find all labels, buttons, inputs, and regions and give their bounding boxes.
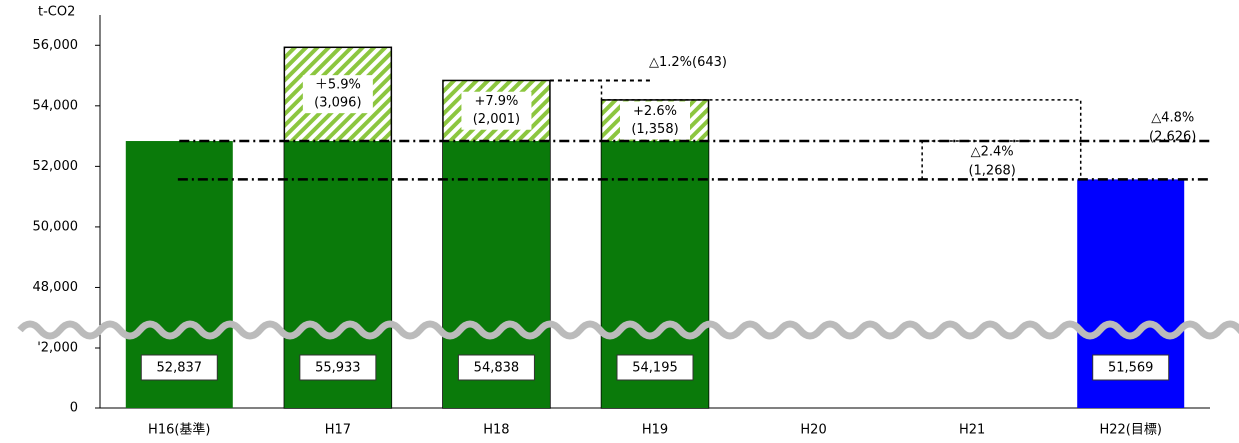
reduction-label: △2.4% (971, 145, 1014, 160)
value-label: 54,195 (632, 361, 678, 376)
x-tick-label: H21 (959, 423, 985, 438)
value-label: 55,933 (315, 361, 361, 376)
increase-label: +7.9% (474, 94, 518, 109)
y-tick-label: 52,000 (33, 159, 79, 174)
increase-box (461, 91, 532, 130)
x-tick-label: H17 (325, 423, 351, 438)
x-tick-label: H16(基準) (148, 422, 210, 438)
increase-label: (2,001) (473, 112, 520, 127)
reduction-label: (1,268) (968, 164, 1015, 179)
y-tick-label: 56,000 (33, 38, 79, 53)
axis-break (17, 320, 1239, 340)
y-tick-label: '2,000 (37, 341, 78, 356)
value-label-box (1092, 354, 1170, 381)
reduction-label: (2,626) (1149, 129, 1196, 144)
reduction-label: △4.8% (1151, 110, 1194, 125)
y-tick-label: 0 (70, 401, 78, 416)
x-tick-label: H18 (483, 423, 509, 438)
increase-label: +2.6% (633, 104, 677, 119)
y-axis-label: t-CO2 (38, 5, 75, 20)
reduction-box (921, 140, 1033, 180)
reduction-label: △1.2%(643) (649, 55, 727, 70)
y-tick-label: 50,000 (33, 219, 79, 234)
x-tick-label: H22(目標) (1099, 423, 1161, 438)
increase-label: ＋5.9% (315, 78, 361, 93)
value-label: 51,569 (1108, 361, 1154, 376)
increase-box (302, 75, 373, 114)
value-label: 52,837 (157, 361, 203, 376)
value-label-box (140, 354, 218, 381)
y-tick-label: 48,000 (33, 280, 79, 295)
value-label-box (457, 354, 535, 381)
y-tick-label: 54,000 (33, 98, 79, 113)
increase-label: (3,096) (314, 96, 361, 111)
increase-label: (1,358) (631, 122, 678, 137)
value-label-box (616, 354, 694, 381)
increase-box (620, 101, 690, 140)
x-tick-label: H19 (642, 423, 668, 438)
x-tick-label: H20 (800, 423, 826, 438)
value-label-box (299, 354, 377, 381)
value-label: 54,838 (474, 361, 520, 376)
